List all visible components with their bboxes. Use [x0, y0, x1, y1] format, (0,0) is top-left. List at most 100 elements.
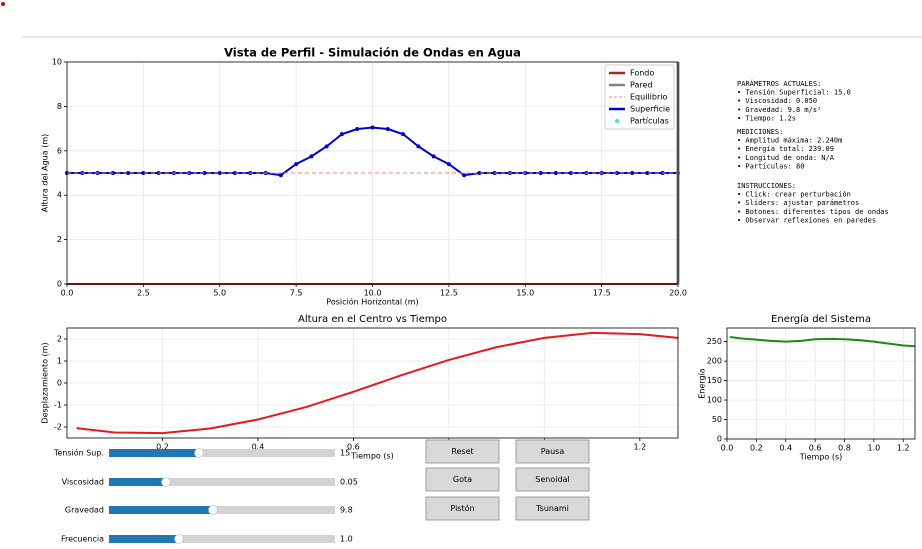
- series-line: [76, 331, 679, 435]
- x-tick-label: 7.5: [290, 289, 303, 298]
- slider-fill: [109, 478, 166, 486]
- marker: [416, 144, 421, 149]
- marker: [401, 132, 406, 137]
- x-tick-label: 1.0: [868, 444, 881, 453]
- button-label[interactable]: Pausa: [541, 447, 565, 456]
- series-line: [729, 335, 916, 348]
- x-tick-label: 15.0: [516, 289, 534, 298]
- button[interactable]: [515, 467, 590, 492]
- slider-value: 15: [340, 449, 350, 458]
- x-tick-label: 0.2: [750, 444, 763, 453]
- y-tick-label: 10: [52, 58, 62, 67]
- marker: [553, 171, 558, 175]
- slider-fill: [109, 449, 199, 457]
- marker: [126, 171, 131, 175]
- slider-fill: [109, 535, 179, 543]
- slider-label: Gravedad: [65, 506, 104, 515]
- slider-label: Tensión Sup.: [53, 448, 104, 458]
- marker: [278, 173, 283, 178]
- y-tick-label: 4: [57, 191, 62, 200]
- x-tick-label: 0.6: [809, 444, 822, 453]
- marker: [324, 144, 329, 149]
- slider-knob[interactable]: [161, 477, 171, 487]
- button[interactable]: [515, 496, 590, 521]
- marker: [446, 162, 451, 167]
- slider-track[interactable]: [109, 449, 335, 457]
- marker: [370, 125, 375, 130]
- slider-track[interactable]: [109, 506, 335, 514]
- y-tick-label: 150: [707, 376, 722, 385]
- button-label[interactable]: Reset: [451, 447, 473, 456]
- x-tick-label: 0.0: [721, 444, 734, 453]
- marker: [630, 171, 635, 175]
- slider-knob[interactable]: [174, 534, 184, 544]
- info-heading: MEDICIONES:: [737, 128, 783, 136]
- button[interactable]: [515, 439, 590, 464]
- y-tick-label: 0: [717, 435, 722, 444]
- chart-title: Vista de Perfil - Simulación de Ondas en…: [224, 46, 521, 60]
- info-line: • Amplitud máxima: 2.240m: [737, 137, 842, 145]
- x-tick-label: 12.5: [440, 289, 458, 298]
- chart-title: Altura en el Centro vs Tiempo: [298, 314, 447, 325]
- button-label[interactable]: Tsunami: [535, 504, 569, 513]
- x-tick-label: 1.2: [633, 443, 646, 452]
- slider-label: Frecuencia: [61, 535, 104, 544]
- marker: [202, 171, 207, 175]
- x-tick-label: 20.0: [669, 289, 687, 298]
- x-tick-label: 0.0: [61, 289, 74, 298]
- legend-swatch: [615, 119, 619, 123]
- info-line: • Tensión Superficial: 15.0: [737, 89, 851, 97]
- y-tick-label: 100: [707, 396, 722, 405]
- y-tick-label: 2: [57, 335, 62, 344]
- marker: [477, 171, 482, 175]
- y-tick-label: 2: [57, 235, 62, 244]
- slider-knob[interactable]: [194, 448, 204, 458]
- x-axis-label: Tiempo (s): [799, 453, 843, 462]
- y-axis-label: Desplazamiento (m): [41, 342, 50, 423]
- x-tick-label: 0.4: [779, 444, 792, 453]
- legend: [604, 64, 675, 130]
- y-tick-label: 50: [712, 415, 722, 424]
- slider-fill: [109, 506, 213, 514]
- slider-value: 1.0: [340, 535, 353, 544]
- marker: [309, 154, 314, 159]
- info-line: • Energía total: 239.09: [737, 145, 834, 153]
- x-tick-label: 0.4: [252, 443, 265, 452]
- button-label[interactable]: Pistón: [450, 503, 474, 513]
- button[interactable]: [425, 439, 500, 464]
- info-line: • Partículas: 80: [737, 162, 804, 170]
- slider-track[interactable]: [109, 535, 335, 543]
- x-tick-label: 5.0: [213, 289, 226, 298]
- y-axis-label: Altura del Agua (m): [41, 134, 50, 213]
- marker: [431, 154, 436, 159]
- status-dot: [1, 2, 5, 6]
- axes-frame: [726, 327, 916, 440]
- x-tick-label: 0.2: [156, 443, 169, 452]
- x-axis-label: Tiempo (s): [350, 452, 394, 461]
- button[interactable]: [425, 467, 500, 492]
- slider-track[interactable]: [109, 478, 335, 486]
- plot-area: [727, 328, 915, 439]
- info-line: • Click: crear perturbación: [737, 191, 851, 199]
- y-tick-label: 250: [707, 337, 722, 346]
- y-tick-label: 1: [57, 357, 62, 366]
- x-tick-label: 10.0: [364, 289, 382, 298]
- x-tick-label: 0.6: [347, 443, 360, 452]
- y-tick-label: 0: [57, 379, 62, 388]
- marker: [141, 171, 146, 175]
- slider-value: 9.8: [340, 506, 353, 515]
- legend-label: Partículas: [630, 117, 669, 126]
- y-tick-label: 6: [57, 146, 62, 155]
- slider-knob[interactable]: [208, 505, 218, 515]
- button-label[interactable]: Senoidal: [535, 475, 569, 484]
- legend-label: Fondo: [630, 69, 654, 78]
- marker: [339, 132, 344, 137]
- info-line: • Gravedad: 9.8 m/s²: [737, 106, 821, 114]
- info-line: • Sliders: ajustar parámetros: [737, 199, 859, 207]
- axes-frame: [66, 61, 679, 285]
- info-heading: INSTRUCCIONES:: [737, 182, 796, 190]
- button[interactable]: [425, 496, 500, 521]
- x-tick-label: 1.2: [897, 444, 910, 453]
- y-axis-label: Energía: [698, 368, 707, 398]
- button-label[interactable]: Gota: [453, 475, 472, 484]
